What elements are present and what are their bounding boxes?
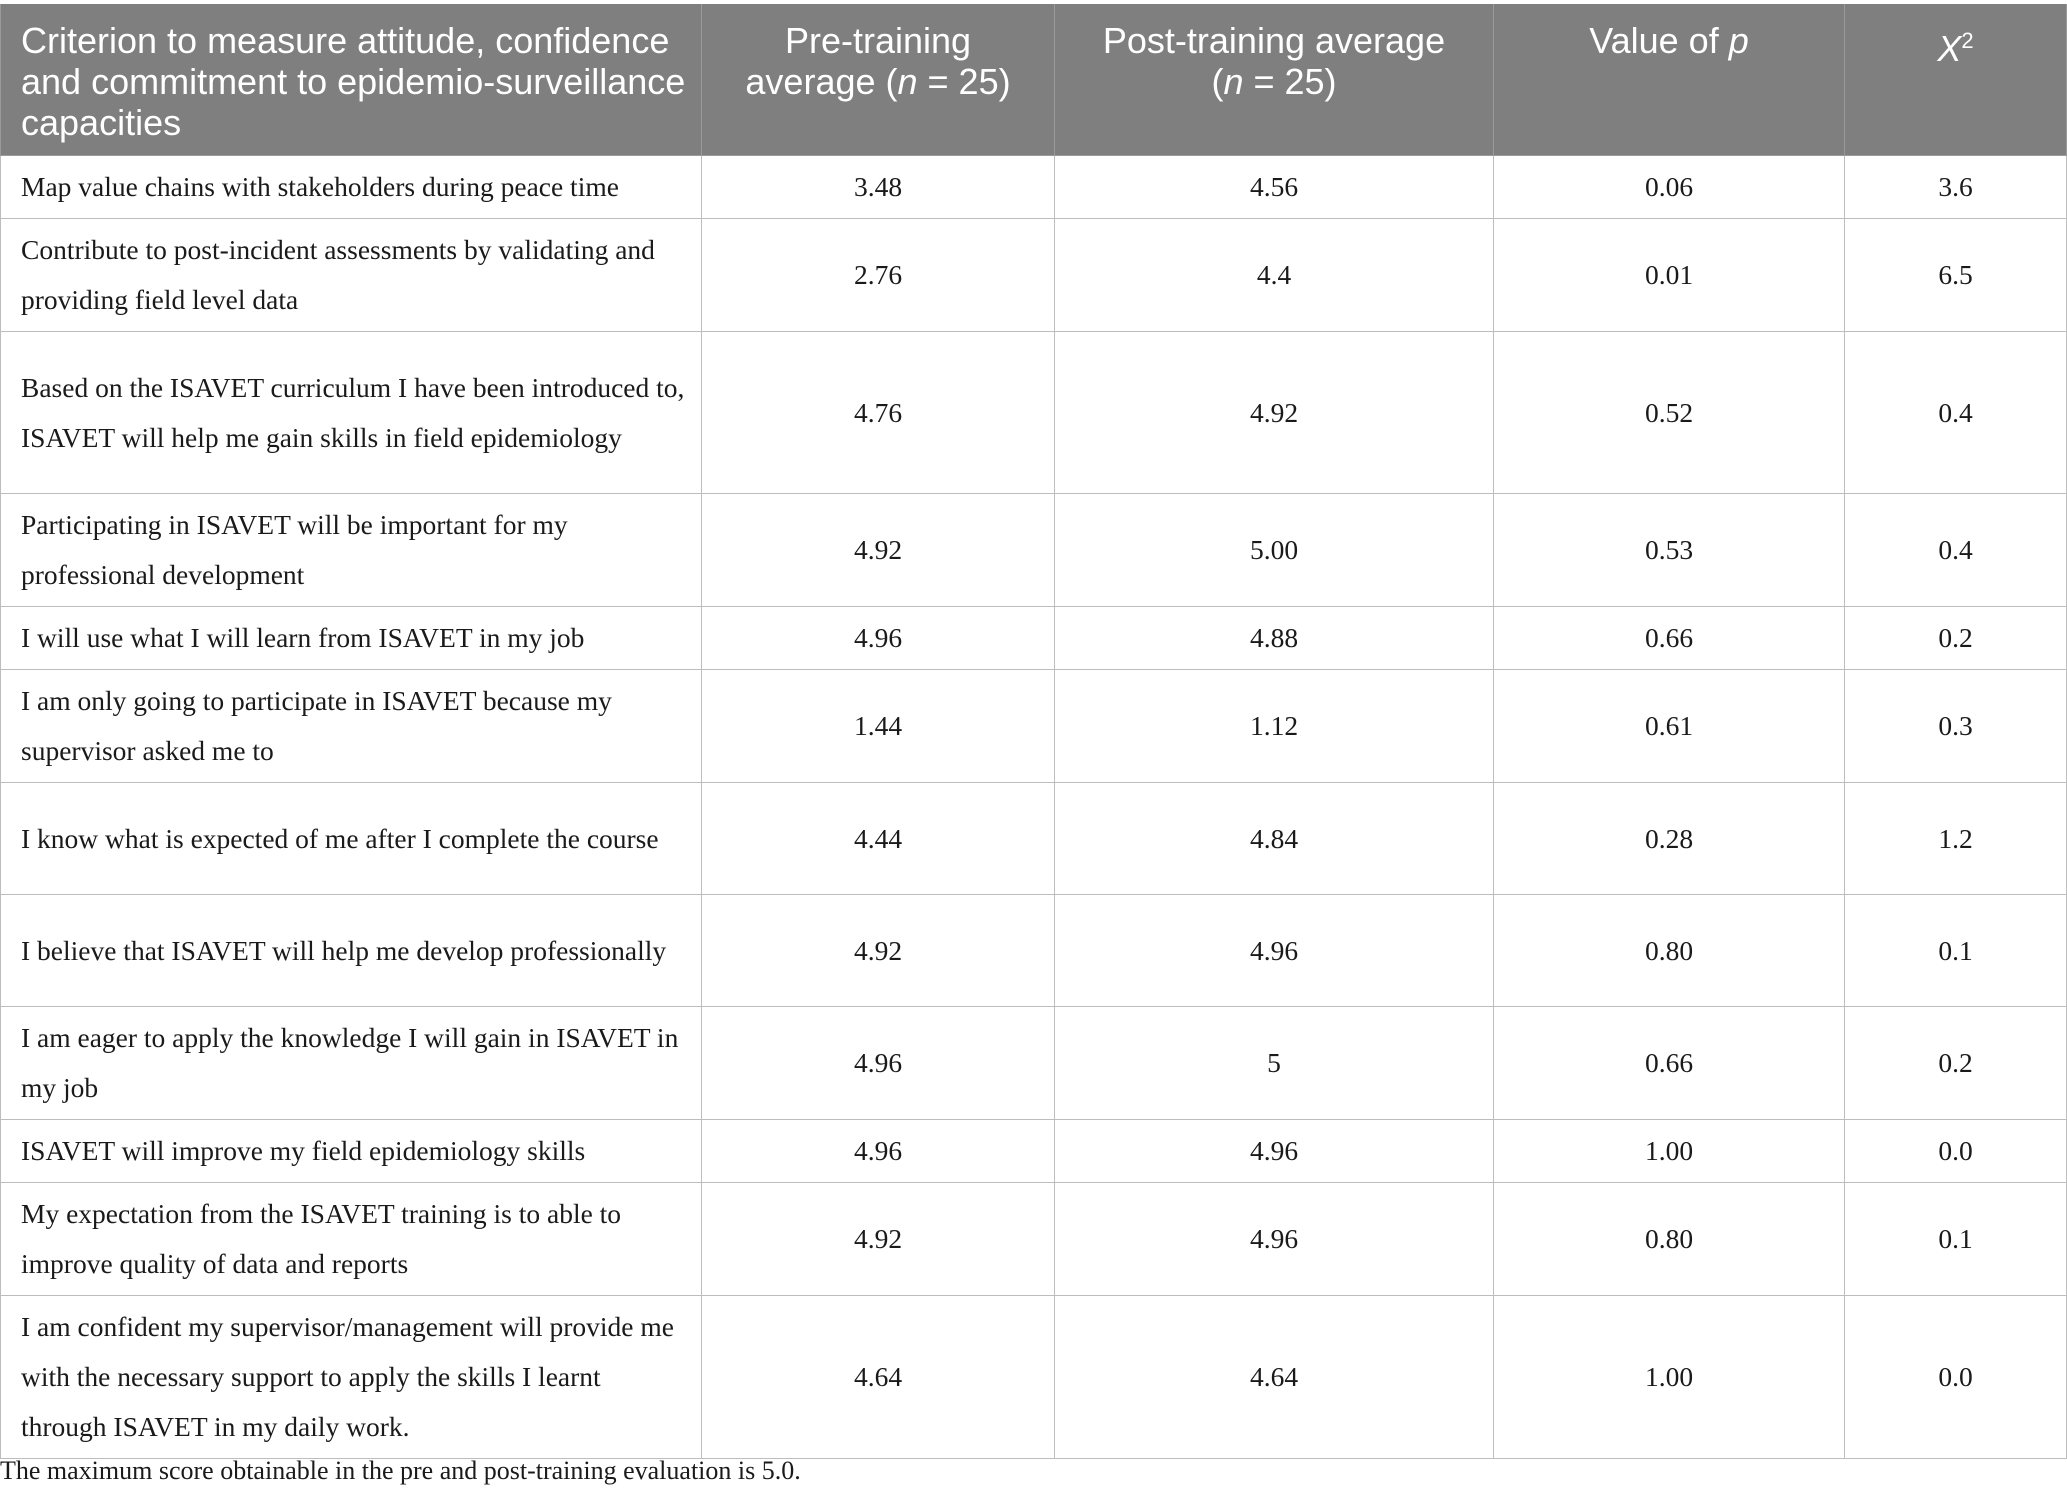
table-row: I am eager to apply the knowledge I will… xyxy=(0,1006,2067,1120)
table-row: I know what is expected of me after I co… xyxy=(0,782,2067,895)
table-row: I believe that ISAVET will help me devel… xyxy=(0,894,2067,1007)
header-post-line2-suffix: = 25) xyxy=(1243,61,1337,102)
cell-p: 0.80 xyxy=(1493,1182,1845,1296)
cell-chi: 0.0 xyxy=(1844,1295,2067,1459)
table-row: Contribute to post-incident assessments … xyxy=(0,218,2067,332)
cell-p: 0.66 xyxy=(1493,606,1845,670)
header-row: Criterion to measure attitude, confidenc… xyxy=(0,4,2067,156)
table-row: My expectation from the ISAVET training … xyxy=(0,1182,2067,1296)
header-post-line1: Post-training average xyxy=(1102,20,1446,61)
header-pre-line1: Pre-training xyxy=(784,20,972,61)
cell-p: 0.66 xyxy=(1493,1006,1845,1120)
cell-chi: 0.4 xyxy=(1844,331,2067,494)
cell-chi: 0.2 xyxy=(1844,606,2067,670)
cell-p: 1.00 xyxy=(1493,1119,1845,1183)
results-table: Criterion to measure attitude, confidenc… xyxy=(0,4,2067,1459)
cell-chi: 0.2 xyxy=(1844,1006,2067,1120)
cell-p: 0.01 xyxy=(1493,218,1845,332)
header-p-value: Value of p xyxy=(1493,4,1845,156)
header-criterion: Criterion to measure attitude, confidenc… xyxy=(0,4,702,156)
cell-criterion: I am eager to apply the knowledge I will… xyxy=(0,1006,702,1120)
header-post-training: Post-training average (n = 25) xyxy=(1054,4,1494,156)
cell-criterion: I am only going to participate in ISAVET… xyxy=(0,669,702,783)
cell-pre: 1.44 xyxy=(701,669,1055,783)
table-row: ISAVET will improve my field epidemiolog… xyxy=(0,1119,2067,1183)
cell-criterion: I know what is expected of me after I co… xyxy=(0,782,702,895)
cell-post: 5.00 xyxy=(1054,493,1494,607)
cell-pre: 4.92 xyxy=(701,493,1055,607)
table-header: Criterion to measure attitude, confidenc… xyxy=(0,4,2067,156)
table-row: I am only going to participate in ISAVET… xyxy=(0,669,2067,783)
cell-pre: 4.92 xyxy=(701,1182,1055,1296)
cell-pre: 4.96 xyxy=(701,1119,1055,1183)
cell-post: 4.88 xyxy=(1054,606,1494,670)
cell-post: 4.56 xyxy=(1054,155,1494,219)
cell-pre: 4.96 xyxy=(701,1006,1055,1120)
cell-chi: 1.2 xyxy=(1844,782,2067,895)
cell-post: 4.96 xyxy=(1054,1182,1494,1296)
cell-pre: 4.96 xyxy=(701,606,1055,670)
header-chi-var: X xyxy=(1937,28,1962,69)
cell-criterion: Based on the ISAVET curriculum I have be… xyxy=(0,331,702,494)
cell-p: 0.61 xyxy=(1493,669,1845,783)
table-row: Based on the ISAVET curriculum I have be… xyxy=(0,331,2067,494)
table-footnote: The maximum score obtainable in the pre … xyxy=(0,1456,801,1485)
cell-post: 5 xyxy=(1054,1006,1494,1120)
header-pre-training: Pre-training average (n = 25) xyxy=(701,4,1055,156)
cell-chi: 0.0 xyxy=(1844,1119,2067,1183)
cell-chi: 6.5 xyxy=(1844,218,2067,332)
results-table-container: Criterion to measure attitude, confidenc… xyxy=(0,4,2067,1459)
header-post-n: n xyxy=(1223,61,1244,102)
cell-pre: 4.64 xyxy=(701,1295,1055,1459)
header-pre-line2-prefix: average ( xyxy=(745,61,898,102)
cell-p: 0.53 xyxy=(1493,493,1845,607)
cell-post: 4.4 xyxy=(1054,218,1494,332)
cell-chi: 0.3 xyxy=(1844,669,2067,783)
cell-p: 0.28 xyxy=(1493,782,1845,895)
cell-chi: 0.1 xyxy=(1844,1182,2067,1296)
table-row: Participating in ISAVET will be importan… xyxy=(0,493,2067,607)
cell-criterion: Contribute to post-incident assessments … xyxy=(0,218,702,332)
cell-p: 1.00 xyxy=(1493,1295,1845,1459)
header-pre-line2-suffix: = 25) xyxy=(917,61,1011,102)
cell-chi: 0.1 xyxy=(1844,894,2067,1007)
table-row: I am confident my supervisor/management … xyxy=(0,1295,2067,1459)
cell-p: 0.52 xyxy=(1493,331,1845,494)
cell-post: 1.12 xyxy=(1054,669,1494,783)
table-row: I will use what I will learn from ISAVET… xyxy=(0,606,2067,670)
cell-post: 4.84 xyxy=(1054,782,1494,895)
cell-pre: 4.76 xyxy=(701,331,1055,494)
cell-pre: 2.76 xyxy=(701,218,1055,332)
cell-post: 4.64 xyxy=(1054,1295,1494,1459)
cell-criterion: I will use what I will learn from ISAVET… xyxy=(0,606,702,670)
header-post-line2-prefix: ( xyxy=(1211,61,1224,102)
cell-criterion: I believe that ISAVET will help me devel… xyxy=(0,894,702,1007)
header-chi-sup: 2 xyxy=(1961,28,1974,53)
cell-chi: 0.4 xyxy=(1844,493,2067,607)
header-p-var: p xyxy=(1728,20,1749,61)
header-p-prefix: Value of xyxy=(1589,20,1729,61)
cell-criterion: Map value chains with stakeholders durin… xyxy=(0,155,702,219)
cell-post: 4.92 xyxy=(1054,331,1494,494)
cell-criterion: I am confident my supervisor/management … xyxy=(0,1295,702,1459)
table-body: Map value chains with stakeholders durin… xyxy=(0,155,2067,1459)
header-pre-n: n xyxy=(897,61,918,102)
cell-post: 4.96 xyxy=(1054,894,1494,1007)
cell-criterion: Participating in ISAVET will be importan… xyxy=(0,493,702,607)
header-chi-square: X2 xyxy=(1844,4,2067,156)
cell-criterion: My expectation from the ISAVET training … xyxy=(0,1182,702,1296)
cell-pre: 4.44 xyxy=(701,782,1055,895)
cell-pre: 3.48 xyxy=(701,155,1055,219)
cell-p: 0.06 xyxy=(1493,155,1845,219)
table-row: Map value chains with stakeholders durin… xyxy=(0,155,2067,219)
cell-p: 0.80 xyxy=(1493,894,1845,1007)
cell-criterion: ISAVET will improve my field epidemiolog… xyxy=(0,1119,702,1183)
cell-post: 4.96 xyxy=(1054,1119,1494,1183)
cell-chi: 3.6 xyxy=(1844,155,2067,219)
cell-pre: 4.92 xyxy=(701,894,1055,1007)
